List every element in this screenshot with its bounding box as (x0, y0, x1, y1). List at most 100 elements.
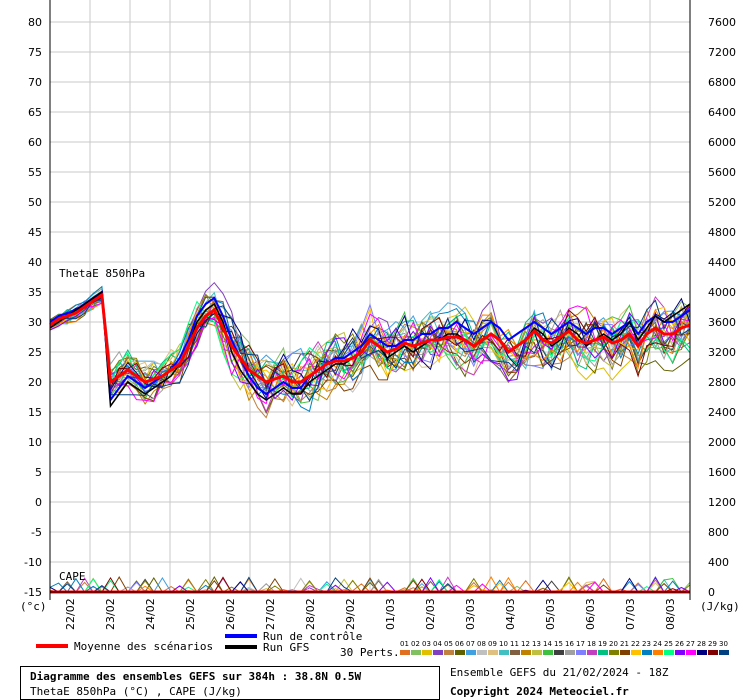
pert-swatch (587, 650, 597, 655)
right-tick-label: 2400 (708, 406, 736, 419)
x-tick-label: 25/02 (184, 598, 197, 630)
pert-swatch (411, 650, 421, 655)
pert-number: 11 (510, 640, 519, 648)
left-tick-label: -10 (24, 556, 42, 569)
x-tick-label: 06/03 (584, 598, 597, 630)
pert-number: 08 (477, 640, 486, 648)
pert-number: 15 (554, 640, 563, 648)
right-tick-label: 6000 (708, 136, 736, 149)
left-tick-label: 45 (28, 226, 42, 239)
pert-swatch (433, 650, 443, 655)
left-tick-label: 10 (28, 436, 42, 449)
right-tick-label: 0 (708, 586, 715, 599)
pert-number: 04 (433, 640, 442, 648)
pert-swatch (576, 650, 586, 655)
pert-number: 30 (719, 640, 728, 648)
perturbation-legend: 01 02 03 04 05 06 07 08 09 10 11 12 13 14 15 16 17 18 19 20… (400, 640, 729, 655)
left-tick-label: 55 (28, 166, 42, 179)
left-tick-label: 65 (28, 106, 42, 119)
thetae-panel-label: ThetaE 850hPa (59, 267, 145, 280)
pert-swatch (400, 650, 410, 655)
footer-subtitle: ThetaE 850hPa (°C) , CAPE (J/kg) (30, 685, 242, 698)
left-tick-label: 20 (28, 376, 42, 389)
pert-swatch (510, 650, 520, 655)
left-tick-label: 75 (28, 46, 42, 59)
pert-number: 03 (422, 640, 431, 648)
pert-number: 28 (697, 640, 706, 648)
x-tick-label: 29/02 (344, 598, 357, 630)
x-tick-label: 04/03 (504, 598, 517, 630)
right-tick-label: 3600 (708, 316, 736, 329)
x-tick-label: 23/02 (104, 598, 117, 630)
pert-swatch (455, 650, 465, 655)
perturbation-line (49, 302, 691, 405)
pert-swatch (466, 650, 476, 655)
right-tick-label: 4400 (708, 256, 736, 269)
left-tick-label: 15 (28, 406, 42, 419)
chart-grid (49, 0, 691, 593)
pert-swatch (631, 650, 641, 655)
x-tick-label: 07/03 (624, 598, 637, 630)
footer-title: Diagramme des ensembles GEFS sur 384h : … (30, 670, 362, 683)
x-tick-label: 27/02 (264, 598, 277, 630)
perturbation-line (49, 292, 691, 405)
right-tick-label: 7600 (708, 16, 736, 29)
perturbation-line (49, 290, 691, 395)
legend: Moyenne des scénarios Run de contrôle Ru… (36, 630, 729, 659)
pert-swatch (675, 650, 685, 655)
pert-swatch (521, 650, 531, 655)
pert-swatch (554, 650, 564, 655)
pert-number: 26 (675, 640, 684, 648)
right-tick-label: 800 (708, 526, 729, 539)
pert-swatch (543, 650, 553, 655)
right-tick-label: 6400 (708, 106, 736, 119)
legend-gfs-label: Run GFS (263, 641, 309, 654)
legend-perts-label: 30 Perts. (340, 646, 400, 659)
left-tick-label: 80 (28, 16, 42, 29)
x-tick-label: 28/02 (304, 598, 317, 630)
pert-swatch (609, 650, 619, 655)
x-tick-label: 05/03 (544, 598, 557, 630)
left-tick-label: -5 (31, 526, 42, 539)
right-tick-label: 5200 (708, 196, 736, 209)
x-tick-label: 01/03 (384, 598, 397, 630)
pert-swatch (719, 650, 729, 655)
cape-panel-label: CAPE (59, 570, 86, 583)
pert-number: 05 (444, 640, 453, 648)
pert-number: 17 (576, 640, 585, 648)
pert-number: 10 (499, 640, 508, 648)
left-tick-label: -15 (24, 586, 42, 599)
legend-mean-label: Moyenne des scénarios (74, 640, 213, 653)
right-tick-label: 2000 (708, 436, 736, 449)
pert-swatch (532, 650, 542, 655)
right-tick-label: 1200 (708, 496, 736, 509)
pert-number: 13 (532, 640, 541, 648)
x-tick-label: 22/02 (64, 598, 77, 630)
left-tick-label: 5 (35, 466, 42, 479)
x-tick-label: 26/02 (224, 598, 237, 630)
pert-swatch (499, 650, 509, 655)
left-tick-label: 50 (28, 196, 42, 209)
x-tick-label: 02/03 (424, 598, 437, 630)
right-tick-label: 2800 (708, 376, 736, 389)
pert-number: 09 (488, 640, 497, 648)
footer-run-info: Ensemble GEFS du 21/02/2024 - 18Z (450, 666, 669, 679)
perturbation-line (49, 290, 691, 401)
left-tick-label: 0 (35, 496, 42, 509)
pert-number: 29 (708, 640, 717, 648)
pert-swatch (444, 650, 454, 655)
footer-copyright: Copyright 2024 Meteociel.fr (450, 685, 629, 698)
pert-swatch (642, 650, 652, 655)
pert-number: 19 (598, 640, 607, 648)
pert-number: 27 (686, 640, 695, 648)
right-tick-label: 5600 (708, 166, 736, 179)
pert-number: 21 (620, 640, 629, 648)
pert-swatch (565, 650, 575, 655)
x-tick-label: 24/02 (144, 598, 157, 630)
right-tick-label: 4800 (708, 226, 736, 239)
pert-swatch (653, 650, 663, 655)
left-tick-label: 25 (28, 346, 42, 359)
pert-number: 16 (565, 640, 574, 648)
right-tick-label: 4000 (708, 286, 736, 299)
